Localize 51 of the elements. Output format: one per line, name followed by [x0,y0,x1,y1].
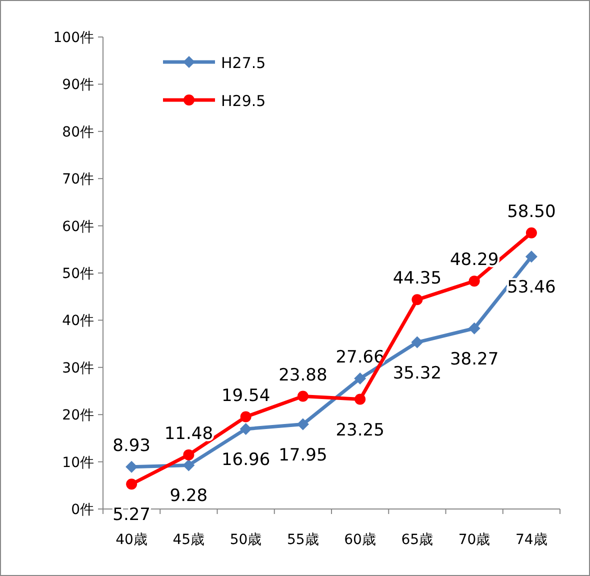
y-tick-label: 40件 [62,313,94,330]
x-tick-label: 55歳 [287,532,319,548]
point [240,411,252,422]
x-tick-label: 45歳 [172,532,205,548]
point [297,390,308,402]
legend-label: H29.5 [221,92,266,110]
data-label: 9.28 [170,486,208,506]
point [412,294,423,306]
data-label: 35.32 [392,363,442,384]
data-label: 5.27 [112,505,150,526]
data-label: 19.54 [221,386,270,406]
x-tick-label: 40歳 [116,532,148,548]
x-tick-label: 65歳 [401,532,434,548]
point [411,336,424,348]
data-label: 58.50 [507,202,556,222]
x-tick-label: 74歳 [516,532,548,548]
data-label: 53.46 [507,278,556,298]
y-tick-label: 20件 [62,408,94,424]
y-tick-label: 90件 [62,77,94,94]
data-label: 38.27 [450,349,499,370]
y-tick-label: 60件 [62,218,94,235]
legend-label: H27.5 [221,54,266,72]
y-tick-label: 0件 [71,502,94,518]
x-tick-label: 60歳 [344,532,376,548]
point [468,276,480,287]
point [354,394,366,405]
y-tick-label: 50件 [62,266,94,282]
x-tick-label: 70歳 [458,532,490,548]
y-tick-label: 100件 [53,30,94,46]
data-label: 48.29 [450,250,499,270]
y-tick-label: 80件 [62,124,94,140]
data-label: 23.88 [278,365,328,386]
point [526,227,537,238]
data-label: 11.48 [164,424,214,444]
point [182,459,195,472]
y-tick-label: 70件 [62,172,94,188]
data-label: 16.96 [221,450,270,470]
data-label: 17.95 [278,445,328,466]
point [296,418,309,430]
point [126,478,138,490]
point [183,449,194,460]
y-tick-label: 30件 [62,360,94,376]
point [354,372,366,384]
point [468,322,480,334]
point [240,422,252,435]
y-tick-label: 10件 [62,454,94,471]
data-label: 44.35 [392,268,442,289]
data-label: 8.93 [112,436,150,456]
x-tick-label: 50歳 [230,532,262,548]
data-label: 23.25 [336,420,384,440]
point [525,250,538,263]
